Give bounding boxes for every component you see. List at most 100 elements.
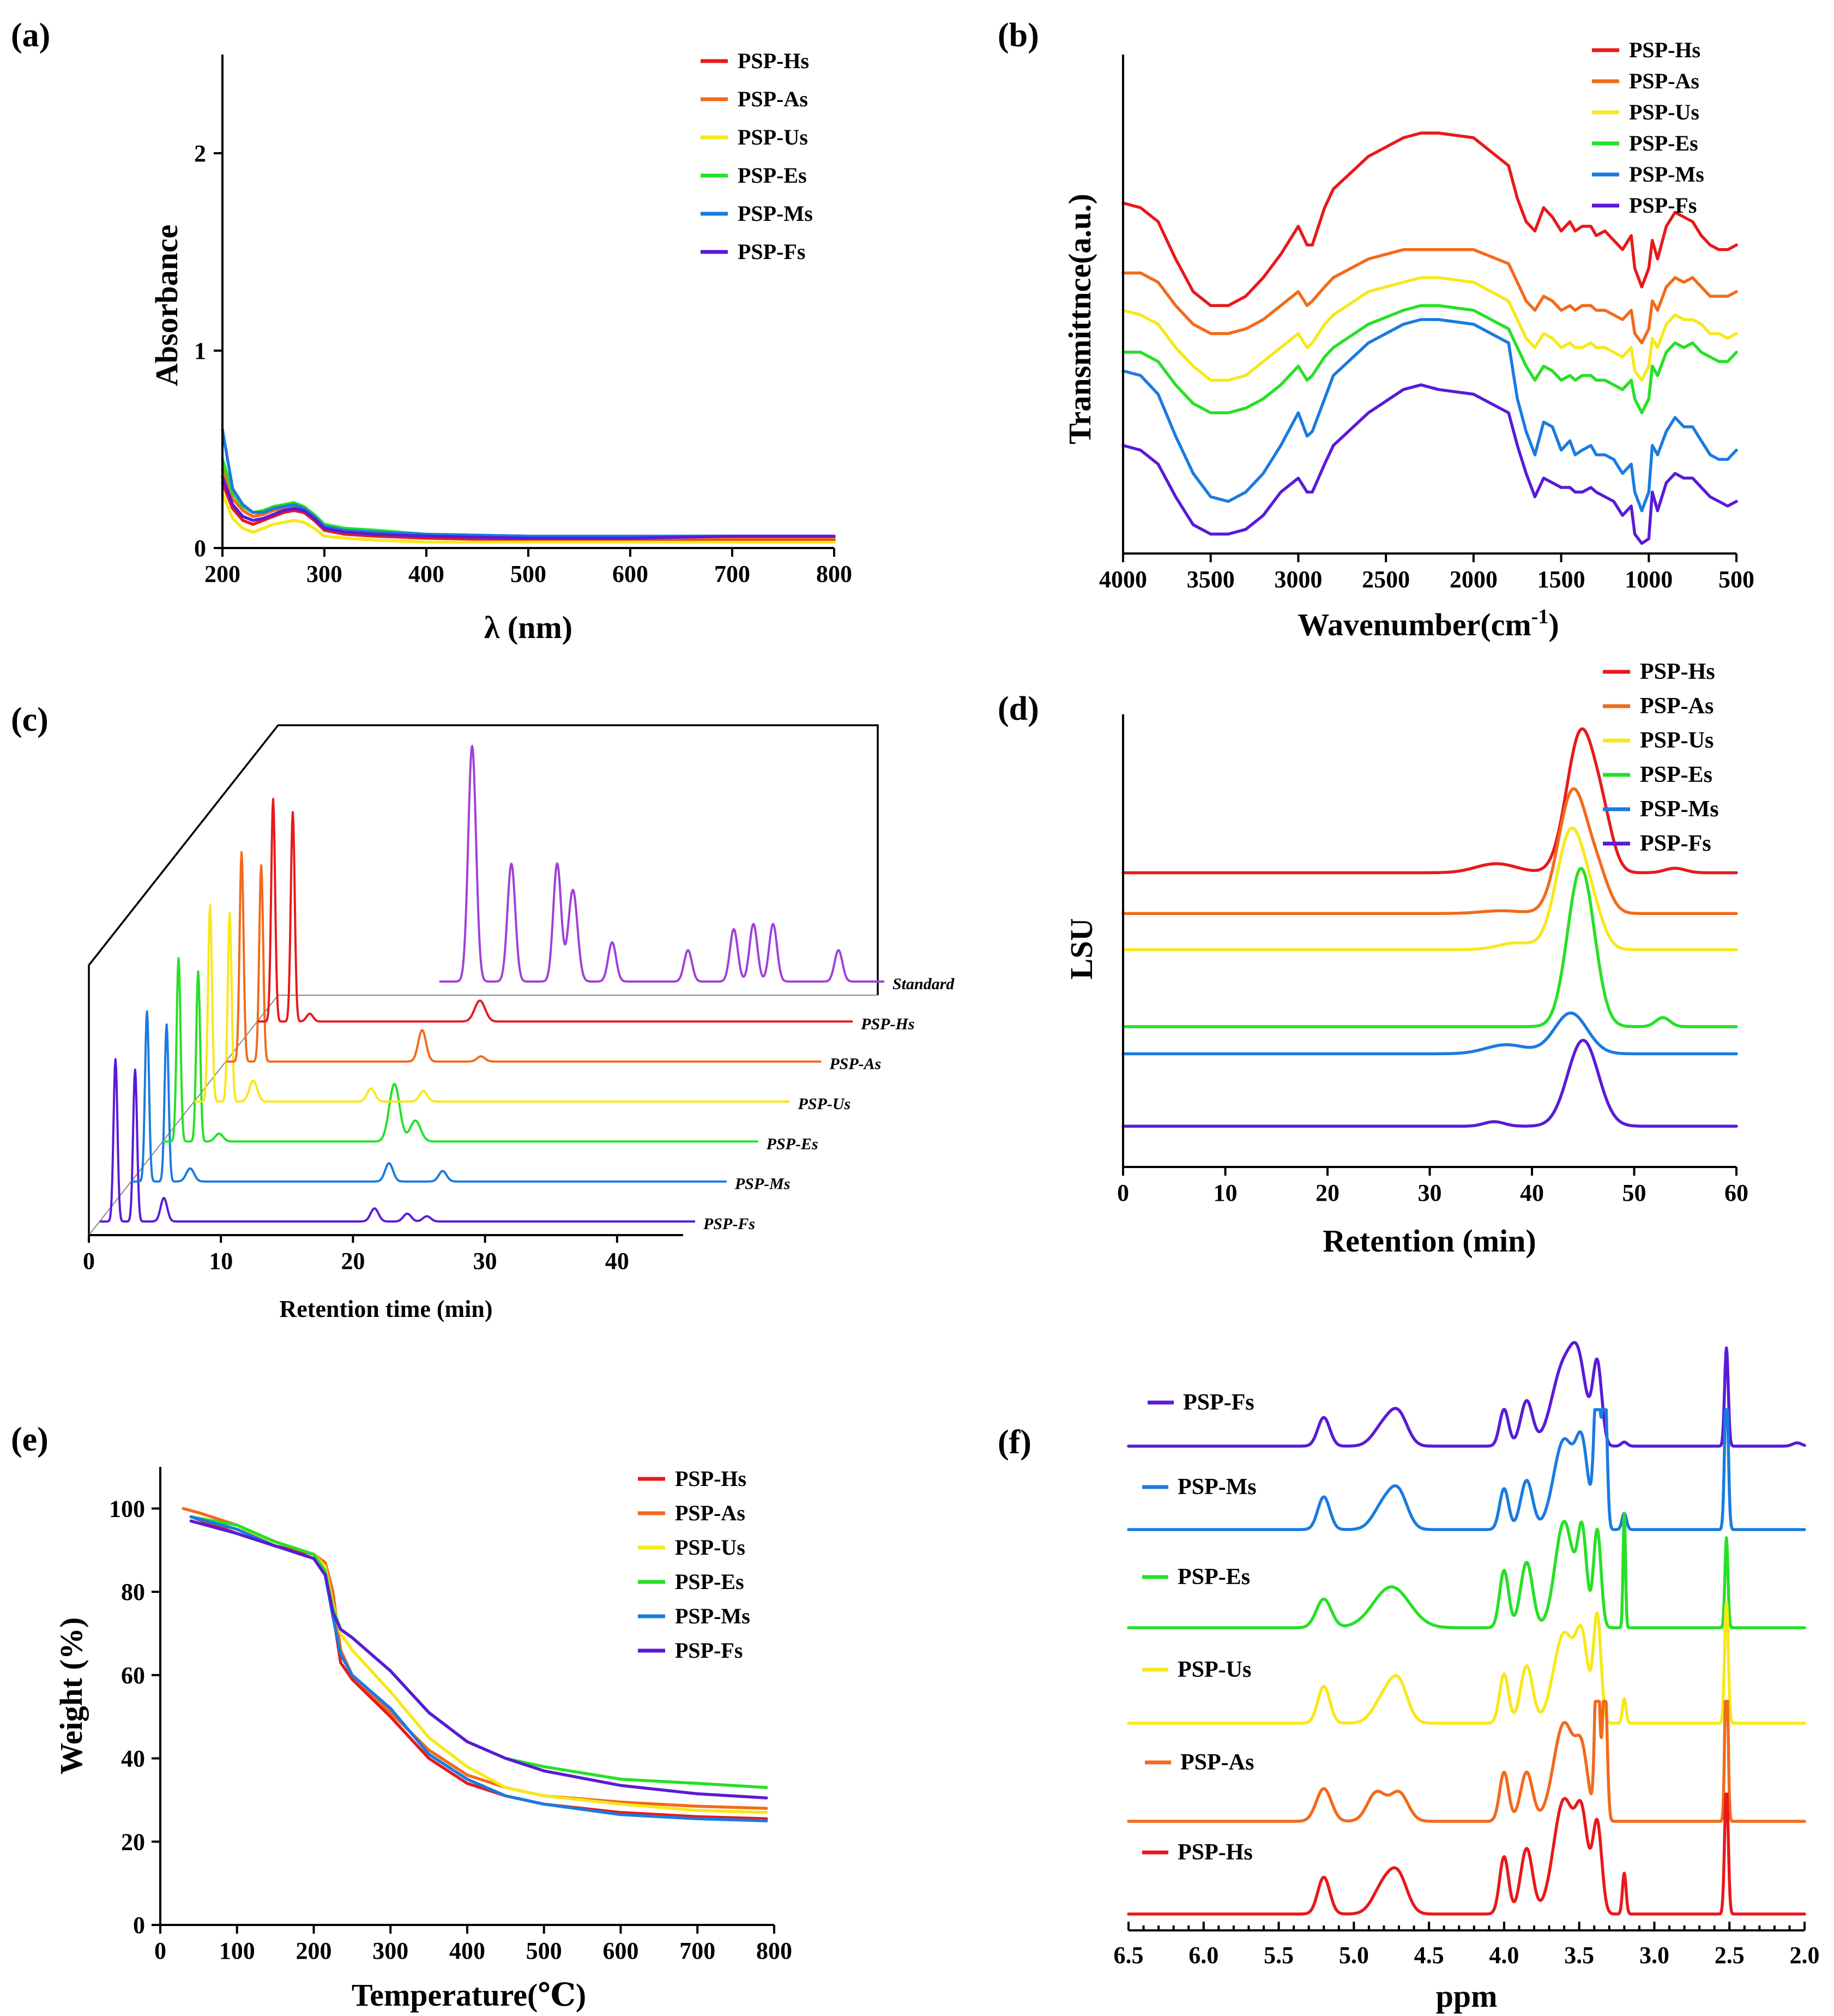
panel-b-xlabel-tail: ) [1548,607,1559,642]
series-line-PSP-Us [221,491,836,544]
f-x-tick-label: 6.0 [1189,1942,1218,1969]
panel-a-series [221,428,836,544]
legend-entry: PSP-As [1180,1750,1254,1775]
nmr-spectrum-PSP-Fs [1127,1341,1806,1448]
panel-b-x-ticks: 4000 3500 3000 2500 2000 1500 1000 500 [1099,553,1754,593]
panel-a-ylabel: Absorbance [149,225,184,386]
chromatogram-PSP-Ms [131,1010,727,1183]
legend-entry: PSP-Hs [1629,38,1700,62]
legend-entry: PSP-Hs [738,49,809,73]
series-line-PSP-Ms [1121,318,1738,513]
e-x-tick-label: 500 [526,1937,562,1964]
chromatogram-PSP-Us [194,904,791,1103]
series-label-PSP-Fs: PSP-Fs [703,1215,755,1233]
panel-e-legend: PSP-Hs PSP-As PSP-Us PSP-Es PSP-Ms PSP-Fs [638,1466,750,1663]
c-x-tick-label: 0 [83,1248,95,1274]
a-x-tick-label: 500 [510,561,546,587]
legend-entry: PSP-Ms [675,1604,750,1628]
legend-entry: PSP-Ms [1629,162,1704,186]
panel-d: (d) 0 10 20 30 40 50 60 Retention (min) LSU PS… [998,659,1748,1259]
series-line-PSP-Es [221,458,836,538]
e-x-tick-label: 800 [756,1937,792,1964]
b-x-tick-label: 3500 [1187,566,1235,593]
e-x-tick-label: 700 [679,1937,715,1964]
nmr-spectrum-PSP-Hs [1127,1792,1806,1916]
legend-entry: PSP-Hs [1640,659,1715,684]
panel-c-x-ticks: 0 10 20 30 40 [83,1235,629,1274]
a-x-tick-label: 300 [306,561,342,587]
series-line-PSP-Hs [1121,131,1738,308]
panel-e: (e) 0 100 200 300 400 500 600 700 800 0 20 40 60 80 1… [11,1421,792,2013]
legend-entry: PSP-Fs [1183,1390,1254,1415]
panel-b-xlabel: Wavenumber(cm-1) [1298,605,1559,642]
series-line-PSP-Hs [221,481,836,542]
a-y-tick-label: 2 [194,140,206,167]
b-x-tick-label: 1500 [1537,566,1585,593]
series-label-Standard: Standard [892,975,955,993]
legend-entry: PSP-Es [738,163,807,188]
a-x-tick-label: 700 [714,561,750,587]
series-line-PSP-Es [1121,866,1738,1028]
series-line-PSP-Ms [1121,1011,1738,1056]
c-x-tick-label: 40 [605,1248,629,1274]
f-x-tick-label: 5.5 [1264,1942,1294,1969]
panel-a-x-ticks: 200 300 400 500 600 700 800 [204,548,852,587]
e-x-tick-label: 400 [449,1937,485,1964]
panel-d-series [1121,727,1738,1128]
legend-entry: PSP-Us [1178,1657,1251,1682]
series-label-PSP-Ms: PSP-Ms [734,1175,791,1193]
b-x-tick-label: 4000 [1099,566,1147,593]
panel-d-ylabel: LSU [1064,918,1099,980]
legend-entry: PSP-As [1640,694,1714,719]
b-x-tick-label: 1000 [1625,566,1673,593]
e-x-tick-label: 0 [154,1937,166,1964]
series-label-PSP-Us: PSP-Us [798,1095,851,1113]
legend-entry: PSP-Es [1178,1564,1250,1590]
series-line-PSP-Fs [189,1519,768,1800]
e-y-tick-label: 20 [121,1828,145,1855]
d-x-tick-label: 50 [1622,1179,1646,1206]
legend-entry: PSP-Us [675,1535,745,1560]
panel-c-label: (c) [11,701,49,738]
panel-a-label: (a) [11,17,50,54]
panel-f-x-ticks: 6.5 6.0 5.5 5.0 4.5 4.0 3.5 3.0 2.5 2.0 [1114,1922,1820,1969]
d-x-tick-label: 40 [1520,1179,1544,1206]
a-y-tick-label: 0 [194,535,206,562]
panel-a-y-ticks: 0 1 2 [194,140,222,562]
series-line-PSP-Fs [1121,383,1738,545]
a-y-tick-label: 1 [194,338,206,364]
a-x-tick-label: 600 [612,561,648,587]
legend-entry: PSP-Es [675,1569,744,1594]
panel-e-x-ticks: 0 100 200 300 400 500 600 700 800 [154,1925,792,1964]
legend-entry: PSP-As [675,1501,745,1525]
panel-f: (f) 6.5 6.0 5.5 5.0 4.5 4.0 3.5 3.0 2.5 2.0 ppm P… [998,1341,1820,2014]
panel-e-ylabel: Weight (%) [53,1617,89,1774]
panel-c-box [88,724,879,1235]
nmr-spectrum-PSP-Ms [1127,1408,1806,1531]
f-x-tick-label: 4.5 [1414,1942,1444,1969]
legend-entry: PSP-Us [1629,100,1699,124]
panel-e-xlabel: Temperature(℃) [352,1977,586,2013]
f-x-tick-label: 4.0 [1489,1942,1519,1969]
e-y-tick-label: 0 [133,1912,145,1939]
f-x-tick-label: 3.0 [1639,1942,1669,1969]
d-x-tick-label: 0 [1117,1179,1129,1206]
panel-b-series [1121,131,1738,545]
series-line-PSP-Es [1121,304,1738,414]
f-x-tick-label: 6.5 [1114,1942,1144,1969]
panel-b-xlabel-sup: -1 [1531,605,1549,628]
f-x-tick-label: 2.5 [1715,1942,1745,1969]
panel-b-label: (b) [998,17,1039,54]
e-x-tick-label: 600 [603,1937,639,1964]
panel-b: (b) 4000 3500 3000 2500 2000 1500 1000 500 Wave… [998,17,1754,642]
legend-entry: PSP-Es [1640,762,1712,787]
legend-entry: PSP-Fs [738,239,805,264]
b-x-tick-label: 500 [1718,566,1754,593]
panel-e-series [182,1507,768,1822]
chromatogram-PSP-As [225,851,822,1063]
panel-f-series [1127,1341,1806,1916]
nmr-spectrum-PSP-Es [1127,1512,1806,1629]
d-x-tick-label: 60 [1724,1179,1748,1206]
d-x-tick-label: 10 [1214,1179,1238,1206]
panel-f-label: (f) [998,1424,1031,1461]
